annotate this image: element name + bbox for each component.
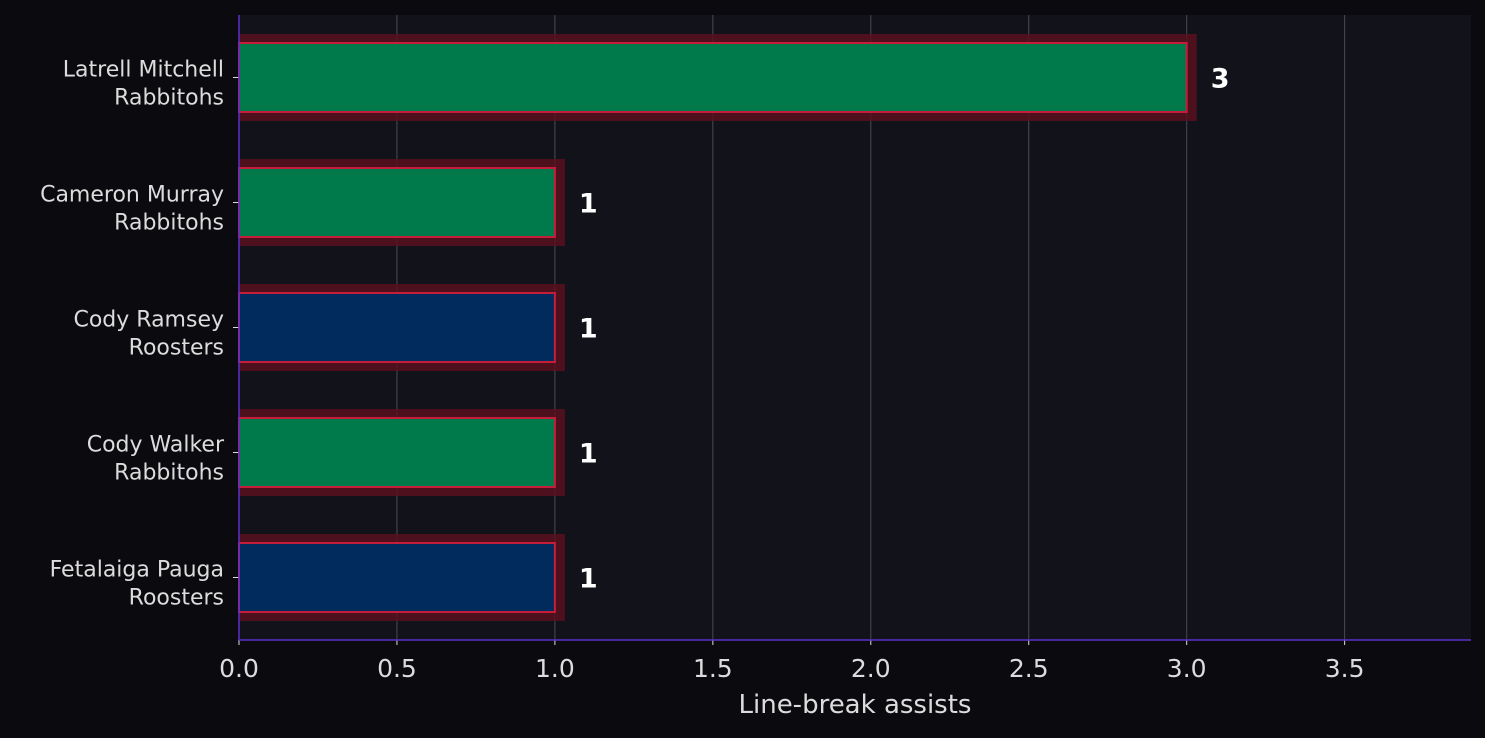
x-tick-label: 2.0 (851, 654, 891, 683)
bar-value-label: 1 (579, 564, 598, 595)
x-tick-label: 0.5 (377, 654, 417, 683)
bar (238, 542, 556, 613)
x-tick-label: 2.5 (1009, 654, 1049, 683)
bar (238, 42, 1188, 113)
x-axis-title: Line-break assists (739, 690, 972, 720)
axes: 0.0 0.5 1.0 1.5 2.0 2.5 3.0 3.5 Latrell Mitchell… (40, 15, 1471, 683)
y-tick-label-name: Fetalaiga Pauga (50, 558, 224, 583)
bar (238, 167, 556, 238)
y-tick-label-name: Cody Ramsey (73, 308, 224, 333)
x-tick-label: 0.0 (219, 654, 259, 683)
bar-value-label: 1 (579, 314, 598, 345)
y-tick-label-team: Rabbitohs (114, 211, 224, 236)
x-tick-label: 3.0 (1167, 654, 1207, 683)
y-tick-label-name: Cody Walker (87, 433, 225, 458)
bar-value-label: 3 (1211, 64, 1230, 95)
x-tick-label: 1.5 (693, 654, 733, 683)
bar (238, 417, 556, 488)
y-tick-label-team: Roosters (129, 336, 224, 361)
bar-value-label: 1 (579, 189, 598, 220)
bar (238, 292, 556, 363)
bar-value-label: 1 (579, 439, 598, 470)
y-tick-label-team: Rabbitohs (114, 86, 224, 111)
x-tick-label: 1.0 (535, 654, 575, 683)
y-tick-label-team: Rabbitohs (114, 461, 224, 486)
y-tick-label-name: Latrell Mitchell (63, 58, 224, 83)
y-tick-label-name: Cameron Murray (40, 183, 224, 208)
y-tick-label-team: Roosters (129, 586, 224, 611)
bars: 3 1 1 1 1 (238, 34, 1230, 621)
x-tick-label: 3.5 (1325, 654, 1365, 683)
